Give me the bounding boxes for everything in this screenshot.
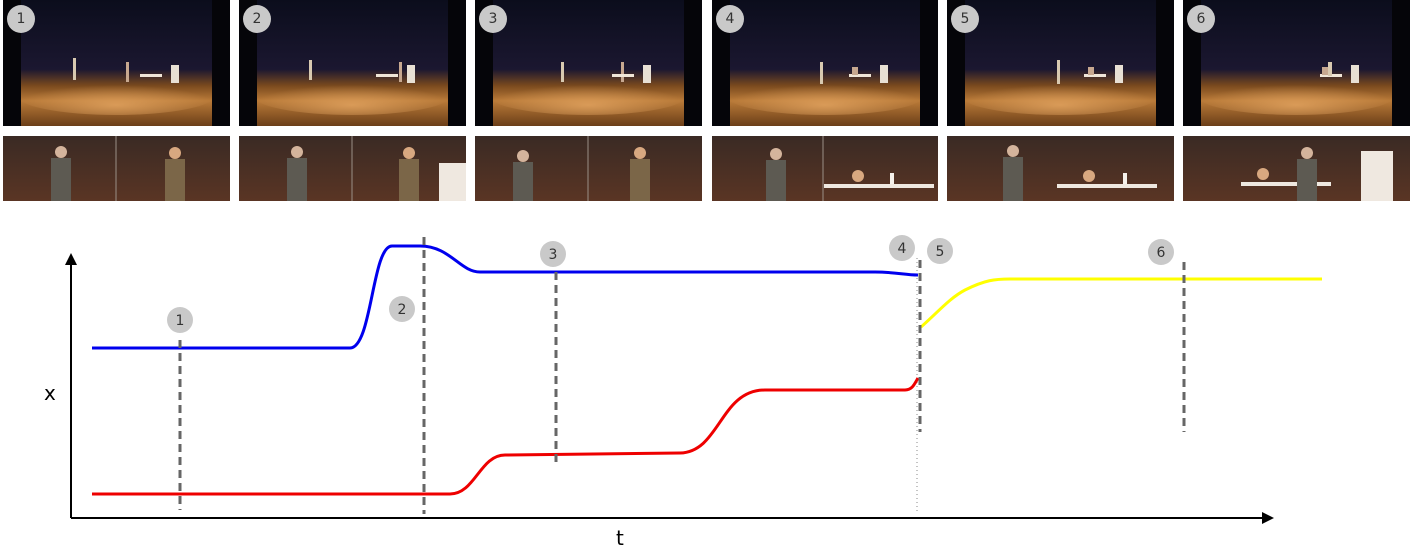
closeup-frame-4 bbox=[712, 136, 938, 201]
frame-badge: 4 bbox=[716, 5, 744, 33]
stage-image bbox=[947, 0, 1174, 126]
frame-badge: 2 bbox=[243, 5, 271, 33]
marker-badge-2: 2 bbox=[389, 296, 415, 322]
x-axis-label: t bbox=[616, 526, 624, 550]
stage-image bbox=[239, 0, 466, 126]
marker-badge-5: 5 bbox=[927, 238, 953, 264]
stage-frame-6: 6 bbox=[1183, 0, 1410, 126]
frame-badge: 6 bbox=[1187, 5, 1215, 33]
marker-badge-4: 4 bbox=[889, 235, 915, 261]
stage-image bbox=[475, 0, 702, 126]
closeup-image bbox=[3, 136, 230, 201]
closeup-image bbox=[712, 136, 938, 201]
stage-image bbox=[712, 0, 938, 126]
y-axis-label: x bbox=[44, 381, 56, 405]
after-cut-track bbox=[919, 277, 1322, 329]
stage-frame-4: 4 bbox=[712, 0, 938, 126]
stage-image bbox=[1183, 0, 1410, 126]
closeup-frame-2 bbox=[239, 136, 466, 201]
svg-text:4: 4 bbox=[898, 241, 907, 257]
frame-badge: 1 bbox=[7, 5, 35, 33]
upper-track bbox=[92, 244, 919, 350]
closeup-frame-5 bbox=[947, 136, 1174, 201]
stage-frame-3: 3 bbox=[475, 0, 702, 126]
marker-badge-6: 6 bbox=[1148, 239, 1174, 265]
marker-badge-1: 1 bbox=[167, 307, 193, 333]
frame-badge: 3 bbox=[479, 5, 507, 33]
stage-image bbox=[3, 0, 230, 126]
closeup-image bbox=[947, 136, 1174, 201]
stage-frame-5: 5 bbox=[947, 0, 1174, 126]
frame-badge: 5 bbox=[951, 5, 979, 33]
closeup-image bbox=[475, 136, 702, 201]
closeup-frame-6 bbox=[1183, 136, 1410, 201]
stage-frame-2: 2 bbox=[239, 0, 466, 126]
closeup-frame-3 bbox=[475, 136, 702, 201]
stage-frame-1: 1 bbox=[3, 0, 230, 126]
svg-text:1: 1 bbox=[176, 313, 185, 329]
closeup-image bbox=[1183, 136, 1410, 201]
svg-text:2: 2 bbox=[398, 302, 407, 318]
svg-text:3: 3 bbox=[549, 247, 558, 263]
svg-text:6: 6 bbox=[1157, 245, 1166, 261]
closeup-image bbox=[239, 136, 466, 201]
closeup-frame-1 bbox=[3, 136, 230, 201]
lower-track bbox=[92, 377, 920, 496]
marker-badge-3: 3 bbox=[540, 241, 566, 267]
svg-text:5: 5 bbox=[936, 244, 945, 260]
